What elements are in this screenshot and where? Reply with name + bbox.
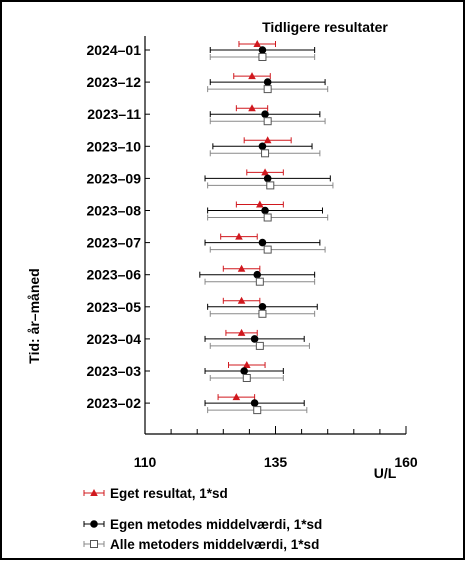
data-point <box>256 200 264 208</box>
y-tick-label: 2024–01 <box>86 42 141 58</box>
data-point <box>263 117 272 126</box>
y-tick-label: 2023–02 <box>86 395 141 411</box>
legend-label: Egen metodes middelværdi, 1*sd <box>110 517 322 532</box>
data-point <box>242 361 251 368</box>
x-tick-label: 160 <box>394 454 418 470</box>
data-point <box>90 540 98 548</box>
y-tick-label: 2023–06 <box>86 267 141 283</box>
data-point <box>248 104 256 112</box>
data-point <box>232 393 241 401</box>
y-tick-label: 2023–07 <box>86 235 141 251</box>
x-tick-label: 135 <box>264 454 288 470</box>
data-point <box>258 309 267 318</box>
data-point <box>258 238 267 247</box>
data-point <box>90 489 98 496</box>
y-tick-label: 2023–12 <box>86 74 141 90</box>
data-point <box>263 136 272 144</box>
data-point <box>253 406 262 415</box>
data-point <box>263 85 272 94</box>
data-point <box>261 168 269 176</box>
data-point <box>258 46 267 54</box>
data-point <box>250 399 259 407</box>
legend-label: Eget resultat, 1*sd <box>110 486 228 501</box>
data-point <box>263 245 272 254</box>
y-tick-label: 2023–04 <box>86 331 141 347</box>
y-tick-label: 2023–11 <box>87 106 141 122</box>
y-axis-label: Tid: år–måned <box>26 268 42 363</box>
data-point <box>261 110 269 118</box>
data-point <box>253 40 262 47</box>
data-point <box>266 181 275 190</box>
data-point <box>258 53 267 61</box>
data-point <box>237 296 246 304</box>
data-point <box>263 213 272 222</box>
data-point <box>258 303 267 311</box>
data-point <box>242 374 251 382</box>
plot-area: 110 135 160 2024–01 2023–12 2023–11 2023–10 202… <box>86 36 418 470</box>
x-tick-label: 110 <box>134 454 157 470</box>
data-point <box>250 335 259 343</box>
data-point <box>235 232 243 240</box>
data-point <box>258 142 267 151</box>
data-point <box>90 520 98 528</box>
data-point <box>261 206 269 215</box>
data-point <box>237 264 246 272</box>
y-tick-label: 2023–08 <box>86 203 141 219</box>
data-point <box>240 367 248 375</box>
y-tick-label: 2023–10 <box>86 138 141 154</box>
x-axis-label: U/L <box>374 465 397 481</box>
y-tick-label: 2023–09 <box>86 170 141 186</box>
y-tick-label: 2023–05 <box>86 299 141 315</box>
legend-label: Alle metoders middelværdi, 1*sd <box>110 537 319 552</box>
legend: Eget resultat, 1*sd Egen metodes middelvæ… <box>83 486 322 552</box>
chart-title: Tidligere resultater <box>262 19 388 35</box>
y-tick-label: 2023–03 <box>86 363 141 379</box>
data-point <box>263 174 272 183</box>
data-point <box>255 341 264 350</box>
data-point <box>261 149 270 158</box>
data-point <box>263 78 272 86</box>
data-point <box>253 270 262 279</box>
data-point <box>248 72 256 80</box>
data-point <box>255 277 264 286</box>
data-point <box>237 328 246 336</box>
